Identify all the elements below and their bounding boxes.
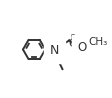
- Text: O: O: [68, 37, 77, 50]
- Text: O: O: [77, 41, 86, 54]
- Text: N: N: [49, 44, 59, 57]
- Text: CH₃: CH₃: [87, 37, 107, 47]
